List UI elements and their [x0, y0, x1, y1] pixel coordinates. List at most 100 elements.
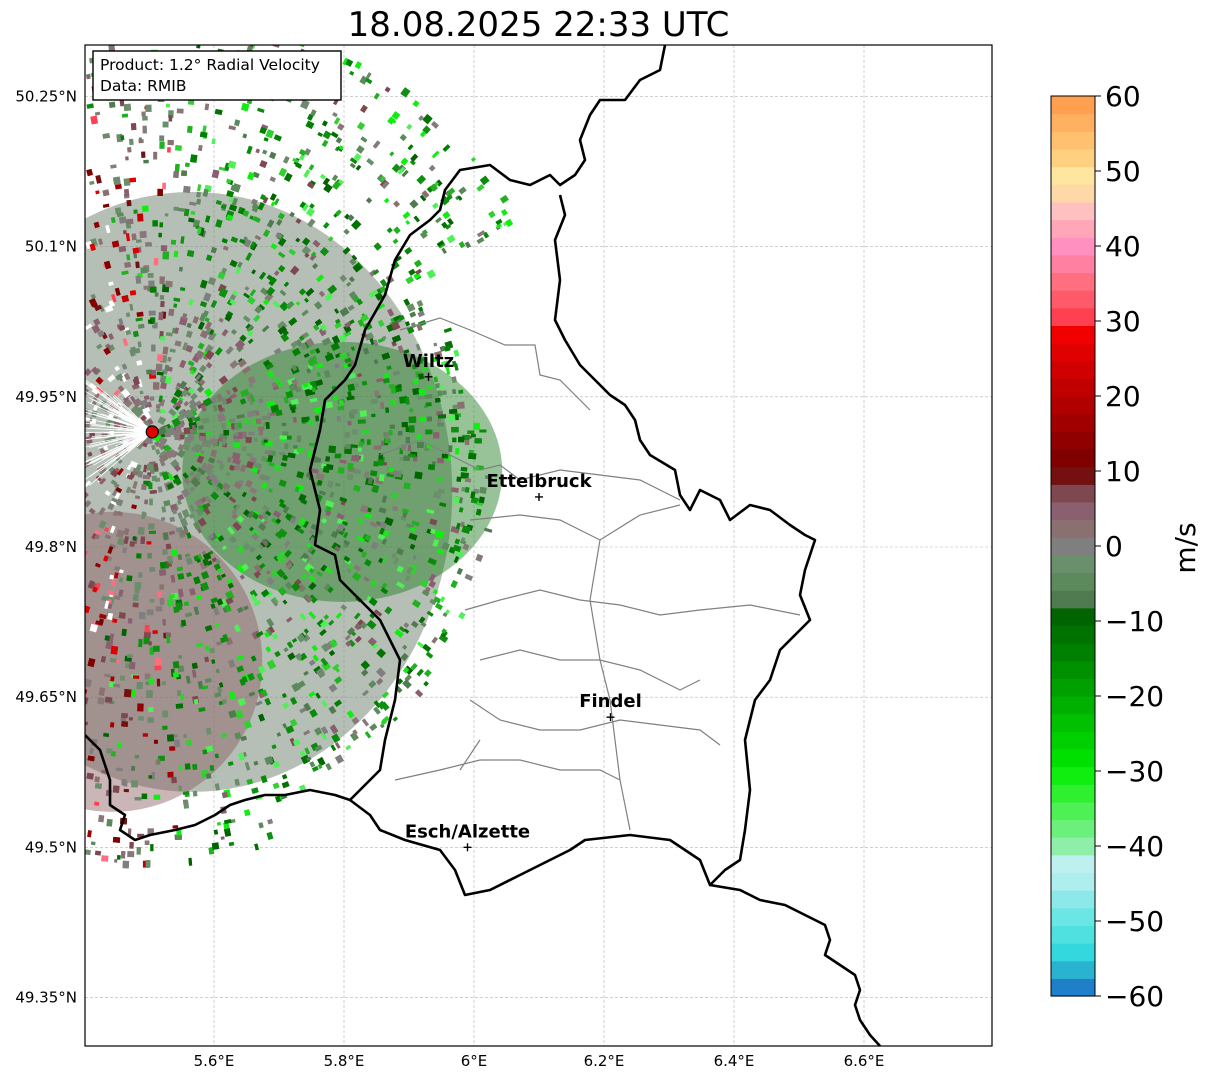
- radar-echo: [215, 200, 222, 206]
- radar-echo: [406, 566, 414, 575]
- radar-echo: [185, 330, 193, 339]
- radar-echo: [309, 348, 316, 355]
- radar-echo: [309, 708, 318, 718]
- radar-echo: [409, 408, 414, 413]
- radar-echo: [391, 340, 397, 347]
- radar-echo: [154, 665, 162, 671]
- radar-echo: [323, 369, 331, 379]
- radar-echo: [199, 279, 208, 289]
- radar-echo: [133, 251, 138, 259]
- radar-echo: [310, 548, 316, 555]
- radar-echo: [279, 301, 290, 312]
- radar-echo: [453, 349, 460, 357]
- radar-echo: [214, 108, 223, 116]
- radar-echo: [452, 389, 457, 395]
- radar-echo: [147, 553, 152, 559]
- radar-echo: [86, 772, 95, 780]
- radar-echo: [149, 498, 153, 506]
- radar-echo: [328, 705, 337, 715]
- radar-echo: [136, 360, 143, 366]
- radar-echo: [310, 109, 317, 117]
- radar-echo: [94, 801, 100, 806]
- radar-echo: [215, 395, 222, 403]
- radar-echo: [85, 688, 88, 695]
- radar-echo: [297, 680, 306, 689]
- radar-echo: [311, 765, 319, 772]
- radar-echo: [123, 688, 132, 698]
- radar-echo: [314, 744, 323, 752]
- info-box: Product: 1.2° Radial Velocity Data: RMIB: [92, 50, 342, 101]
- radar-echo: [173, 464, 182, 472]
- radar-echo: [247, 296, 256, 305]
- radar-echo: [266, 219, 275, 228]
- radar-echo: [131, 233, 137, 241]
- radar-echo: [263, 298, 270, 306]
- radar-echo: [101, 855, 109, 862]
- radar-echo: [93, 393, 100, 401]
- radar-echo: [93, 318, 101, 326]
- radar-echo: [167, 771, 174, 778]
- radar-echo: [441, 628, 447, 634]
- radar-echo: [173, 45, 178, 46]
- radar-echo: [376, 667, 386, 678]
- radar-echo: [320, 643, 330, 653]
- radar-echo: [309, 253, 317, 261]
- radar-echo: [254, 570, 261, 577]
- radar-echo: [123, 527, 130, 536]
- radar-echo: [146, 369, 153, 375]
- radar-echo: [195, 451, 203, 457]
- radar-streak: [85, 427, 153, 433]
- radar-echo: [238, 206, 243, 212]
- radar-echo: [144, 840, 150, 845]
- radar-echo: [178, 396, 184, 403]
- radar-echo: [242, 209, 250, 217]
- radar-echo: [301, 556, 308, 563]
- city-label-findel: Findel: [579, 691, 642, 712]
- radar-echo: [347, 391, 353, 399]
- radar-echo: [360, 621, 368, 630]
- radar-echo: [214, 691, 222, 698]
- radar-echo: [227, 458, 232, 463]
- radar-echo: [269, 176, 276, 183]
- radar-echo: [203, 507, 211, 516]
- radar-echo: [345, 640, 352, 647]
- city-marker-esch-alzette: [463, 843, 472, 852]
- radar-echo: [319, 173, 326, 180]
- radar-echo: [147, 463, 154, 471]
- radar-echo: [271, 598, 279, 607]
- radar-echo: [221, 791, 228, 799]
- radar-echo: [257, 426, 265, 431]
- radar-echo: [91, 366, 100, 375]
- radar-echo: [417, 442, 424, 449]
- radar-echo: [397, 166, 406, 175]
- radar-echo: [211, 138, 216, 145]
- radar-echo: [195, 373, 202, 381]
- radar-echo: [216, 574, 222, 581]
- radar-echo: [398, 626, 406, 633]
- radar-echo: [140, 267, 148, 274]
- radar-echo: [299, 149, 306, 156]
- radar-echo: [495, 218, 503, 226]
- radar-echo: [391, 163, 401, 173]
- radar-echo: [416, 174, 426, 185]
- radar-echo: [196, 558, 201, 563]
- lat-tick-label: 49.35°N: [15, 988, 77, 1006]
- radar-echo: [304, 297, 309, 303]
- radar-echo: [85, 463, 86, 471]
- radar-echo: [501, 209, 508, 216]
- radar-echo: [281, 781, 290, 789]
- radar-echo: [441, 360, 449, 367]
- radar-echo: [155, 448, 161, 455]
- radar-echo: [98, 687, 106, 696]
- radar-echo: [308, 529, 314, 535]
- radar-echo: [260, 775, 268, 784]
- radar-echo: [151, 369, 157, 376]
- radar-echo: [477, 230, 486, 238]
- radar-echo: [381, 691, 390, 699]
- radar-echo: [174, 477, 182, 486]
- radar-echo: [278, 167, 287, 177]
- radar-echo: [175, 386, 181, 391]
- radar-echo: [213, 829, 219, 835]
- radar-echo: [300, 99, 310, 110]
- radar-echo: [384, 438, 391, 444]
